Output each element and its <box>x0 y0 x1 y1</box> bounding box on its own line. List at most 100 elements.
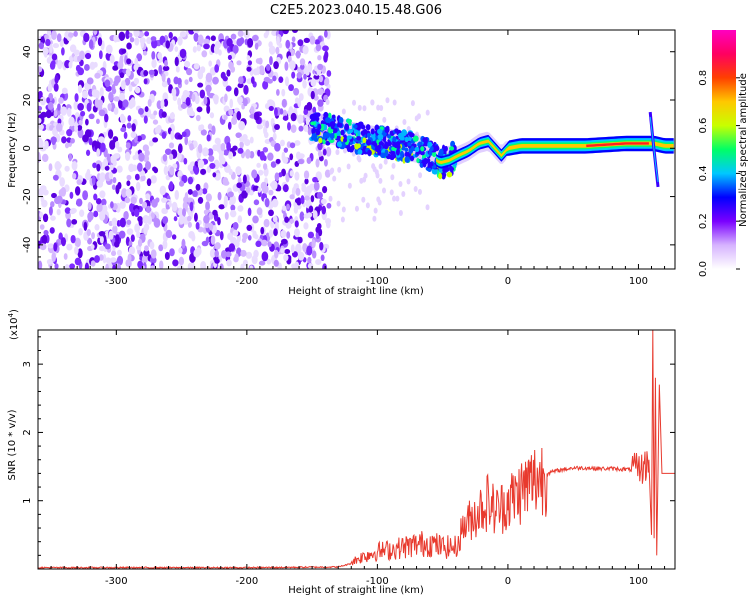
track-blob <box>404 156 410 163</box>
spectrogram-noise-blob <box>326 202 332 209</box>
spectrogram-noise-blob <box>237 30 244 37</box>
spectrogram-noise-blob <box>66 129 73 137</box>
track-blob <box>427 161 434 167</box>
spectrogram-noise-blob <box>46 258 54 265</box>
spectrogram-noise-blob <box>77 248 83 259</box>
spectrogram-noise-blob <box>342 147 347 154</box>
spectrogram-noise-blob <box>309 183 316 191</box>
spectrogram-noise-blob <box>291 71 296 79</box>
spectrogram-noise-blob <box>276 88 280 96</box>
spectrogram-x-axis: -300 -200 -100 0 100 <box>50 30 666 287</box>
spectrogram-noise-blob <box>245 186 251 193</box>
spectrogram-noise-blob <box>302 242 308 253</box>
track-blob <box>377 128 383 135</box>
spectrogram-noise-blob <box>290 112 297 122</box>
spectrogram-noise-blob <box>76 198 83 207</box>
spectrogram-noise-blob <box>310 78 317 87</box>
track-blob <box>354 143 360 150</box>
track-blob <box>401 129 408 137</box>
x-tick-label: -100 <box>366 576 389 587</box>
spectrogram-noise-blob <box>126 228 134 235</box>
spectrogram-noise-blob <box>246 224 253 231</box>
spectrogram-noise-blob <box>205 72 213 83</box>
spectrogram-noise-blob <box>123 131 128 140</box>
spectrogram-noise-blob <box>275 46 280 55</box>
spectrogram-noise-blob <box>152 137 159 143</box>
colorbar-gradient <box>712 30 736 269</box>
spectrogram-noise-blob <box>96 163 101 172</box>
spectrogram-noise-blob <box>85 149 91 156</box>
spectrogram-noise-blob <box>48 206 53 216</box>
spectrogram-noise-blob <box>385 97 390 104</box>
spectrogram-noise-blob <box>38 105 43 112</box>
spectrogram-noise-blob <box>194 95 200 105</box>
spectrogram-noise-blob <box>38 260 43 269</box>
spectrogram-noise-blob <box>112 136 119 143</box>
spectrogram-noise-blob <box>154 126 162 134</box>
spectrogram-noise-blob <box>127 253 132 263</box>
spectrogram-noise-blob <box>77 84 83 94</box>
track-blob <box>399 135 405 141</box>
spectrogram-noise-blob <box>217 217 221 226</box>
spectrogram-noise-blob <box>45 109 52 119</box>
spectrogram-noise-blob <box>336 200 341 207</box>
spectrogram-noise-blob <box>169 112 176 120</box>
spectrogram-noise-blob <box>322 45 329 52</box>
track-blob <box>407 142 412 147</box>
spectrogram-noise-blob <box>341 206 346 213</box>
spectrogram-noise-blob <box>150 249 157 259</box>
spectrogram-noise-blob <box>304 195 310 201</box>
spectrogram-noise-blob <box>242 98 248 107</box>
spectrogram-noise-blob <box>38 123 44 131</box>
spectrogram-noise-blob <box>300 195 305 205</box>
spectrogram-noise-blob <box>290 244 295 253</box>
spectrogram-noise-blob <box>268 45 276 55</box>
spectrogram-noise-blob <box>319 155 324 162</box>
spectrogram-noise-blob <box>303 73 307 80</box>
track-blob <box>365 124 371 131</box>
spectrogram-noise-blob <box>141 201 148 209</box>
spectrogram-noise-blob <box>77 67 85 76</box>
spectrogram-noise-blob <box>66 243 73 251</box>
spectrogram-noise-blob <box>170 130 175 141</box>
spectrogram-noise-blob <box>128 240 133 248</box>
track-blob <box>441 172 446 180</box>
spectrogram-noise-blob <box>61 87 68 94</box>
spectrogram-noise-blob <box>280 248 285 254</box>
spectrogram-noise-blob <box>162 216 169 225</box>
spectrogram-noise-blob <box>311 239 316 249</box>
spectrogram-noise-blob <box>149 241 155 250</box>
spectrogram-noise-blob <box>247 60 253 66</box>
spectrogram-noise-blob <box>383 158 388 165</box>
spectrogram-noise-blob <box>74 123 78 133</box>
track-blob <box>408 132 415 138</box>
spectrogram-noise-blob <box>130 234 135 242</box>
track-blob <box>362 137 367 144</box>
track-blob <box>384 141 388 147</box>
spectrogram-noise-blob <box>146 37 152 45</box>
spectrogram-noise-blob <box>61 47 65 56</box>
spectrogram-noise-blob <box>47 243 54 249</box>
y-tick-label: 3 <box>22 361 33 367</box>
spectrogram-noise-blob <box>162 239 168 250</box>
spectrogram-noise-blob <box>226 141 232 151</box>
spectrogram-noise-blob <box>212 144 219 152</box>
spectrogram-noise-blob <box>171 201 178 212</box>
spectrogram-noise-blob <box>203 38 210 45</box>
track-blob <box>446 171 453 178</box>
spectrogram-noise-blob <box>315 44 322 52</box>
spectrogram-noise-blob <box>140 38 145 49</box>
spectrogram-noise-blob <box>294 97 300 104</box>
spectrogram-noise-blob <box>178 180 185 187</box>
spectrogram-noise-blob <box>177 170 183 178</box>
spectrogram-noise-blob <box>125 68 131 77</box>
spectrogram-noise-blob <box>143 115 148 124</box>
track-blob <box>311 128 315 134</box>
spectrogram-noise-blob <box>337 166 342 173</box>
track-blob <box>449 146 455 151</box>
spectrogram-noise-blob <box>313 74 320 80</box>
spectrogram-noise-blob <box>417 188 422 195</box>
spectrogram-noise-blob <box>95 198 102 205</box>
spectrogram-noise-blob <box>131 123 136 132</box>
spectrogram-noise-blob <box>297 39 304 47</box>
